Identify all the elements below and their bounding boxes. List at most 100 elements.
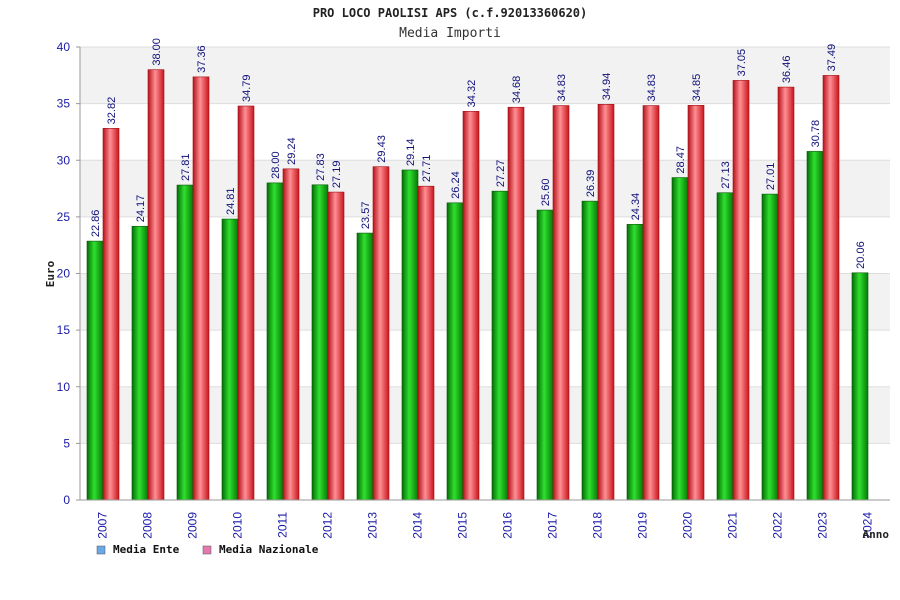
- data-label-media-nazionale-2007: 32.82: [106, 97, 118, 125]
- y-tick-label: 35: [57, 97, 71, 111]
- data-label-media-nazionale-2023: 37.49: [826, 44, 838, 72]
- bar-media-nazionale-2018: [597, 104, 615, 501]
- y-tick-label: 30: [57, 153, 71, 167]
- data-label-media-nazionale-2014: 27.71: [421, 155, 433, 183]
- data-label-media-ente-2010: 24.81: [225, 187, 237, 215]
- data-label-media-nazionale-2022: 36.46: [781, 56, 793, 84]
- y-tick-label: 15: [57, 323, 71, 337]
- data-label-media-nazionale-2019: 34.83: [646, 74, 658, 102]
- bar-media-nazionale-2007: [102, 128, 120, 501]
- bar-media-ente-2021: [716, 192, 734, 501]
- bar-media-nazionale-2011: [282, 168, 300, 501]
- plot-band: [80, 443, 890, 500]
- x-tick-label-2023: 2023: [816, 512, 830, 539]
- plot-band: [80, 386, 890, 444]
- data-label-media-ente-2021: 27.13: [720, 161, 732, 189]
- data-label-media-nazionale-2016: 34.68: [511, 76, 523, 104]
- data-label-media-ente-2012: 27.83: [315, 153, 327, 181]
- data-label-media-ente-2016: 27.27: [495, 160, 507, 188]
- y-tick-label: 5: [63, 436, 70, 450]
- x-tick-label-2022: 2022: [771, 512, 785, 539]
- data-label-media-nazionale-2018: 34.94: [601, 73, 613, 101]
- data-label-media-ente-2019: 24.34: [630, 193, 642, 221]
- data-label-media-ente-2008: 24.17: [135, 195, 147, 223]
- bar-media-nazionale-2008: [147, 69, 165, 501]
- x-tick-label-2021: 2021: [726, 512, 740, 539]
- plot-band: [80, 103, 890, 161]
- y-tick-label: 10: [57, 380, 71, 394]
- bar-media-ente-2009: [176, 184, 194, 501]
- data-label-media-nazionale-2008: 38.00: [151, 38, 163, 66]
- bar-media-ente-2007: [86, 240, 104, 501]
- data-label-media-ente-2014: 29.14: [405, 138, 417, 166]
- x-tick-label-2016: 2016: [501, 512, 515, 539]
- chart-subtitle: Media Importi: [399, 26, 501, 41]
- data-label-media-nazionale-2009: 37.36: [196, 45, 208, 73]
- bar-media-ente-2014: [401, 169, 419, 501]
- y-axis-label: Euro: [44, 260, 57, 287]
- data-label-media-ente-2017: 25.60: [540, 179, 552, 207]
- data-label-media-ente-2022: 27.01: [765, 163, 777, 191]
- bar-media-nazionale-2016: [507, 106, 525, 501]
- bar-media-ente-2013: [356, 232, 374, 501]
- x-tick-label-2015: 2015: [456, 512, 470, 539]
- x-tick-label-2010: 2010: [231, 512, 245, 539]
- x-tick-label-2014: 2014: [411, 512, 425, 539]
- x-tick-label-2012: 2012: [321, 512, 335, 539]
- bar-media-nazionale-2010: [237, 105, 255, 501]
- bar-media-nazionale-2022: [777, 86, 795, 501]
- data-label-media-ente-2018: 26.39: [585, 170, 597, 198]
- bar-media-ente-2024: [851, 272, 869, 501]
- legend-label-media-nazionale: Media Nazionale: [219, 543, 319, 556]
- x-tick-label-2008: 2008: [141, 512, 155, 539]
- bar-media-ente-2016: [491, 190, 509, 501]
- plot-band: [80, 47, 890, 104]
- data-labels: 22.86 32.82 24.17 38.00 27.81 37.36 24.81 34.79…: [90, 38, 867, 269]
- legend: Media Ente Media Nazionale: [96, 543, 319, 556]
- x-tick-label-2019: 2019: [636, 512, 650, 539]
- bar-media-ente-2023: [806, 151, 824, 501]
- data-label-media-nazionale-2013: 29.43: [376, 135, 388, 163]
- x-tick-label-2018: 2018: [591, 512, 605, 539]
- plot-band: [80, 160, 890, 217]
- axes: 0 5 10 15 20 25 30 35 40 2007 2008 2009 2010 2011 2012…: [57, 40, 890, 539]
- data-label-media-ente-2015: 26.24: [450, 171, 462, 199]
- bar-media-nazionale-2014: [417, 185, 435, 501]
- x-axis-label: Anno: [863, 528, 890, 541]
- legend-swatch-media-ente: [96, 545, 106, 555]
- bar-media-nazionale-2019: [642, 105, 660, 501]
- data-label-media-ente-2024: 20.06: [855, 241, 867, 269]
- bar-media-ente-2020: [671, 177, 689, 501]
- bar-media-ente-2019: [626, 224, 644, 501]
- bar-media-nazionale-2009: [192, 76, 210, 501]
- legend-label-media-ente: Media Ente: [113, 543, 180, 556]
- data-label-media-nazionale-2011: 29.24: [286, 137, 298, 165]
- bar-media-ente-2011: [266, 182, 284, 501]
- x-tick-label-2007: 2007: [96, 512, 110, 539]
- y-tick-label: 25: [57, 210, 71, 224]
- y-tick-label: 0: [63, 493, 70, 507]
- bar-media-ente-2017: [536, 209, 554, 501]
- plot-band: [80, 273, 890, 331]
- data-label-media-ente-2023: 30.78: [810, 120, 822, 148]
- data-label-media-nazionale-2021: 37.05: [736, 49, 748, 77]
- bar-media-nazionale-2021: [732, 80, 750, 501]
- legend-swatch-media-nazionale: [202, 545, 212, 555]
- data-label-media-nazionale-2020: 34.85: [691, 74, 703, 102]
- bar-media-nazionale-2023: [822, 75, 840, 501]
- bar-media-nazionale-2013: [372, 166, 390, 501]
- y-tick-label: 20: [57, 267, 71, 281]
- bar-media-ente-2008: [131, 225, 149, 501]
- data-label-media-ente-2009: 27.81: [180, 154, 192, 182]
- data-label-media-ente-2007: 22.86: [90, 210, 102, 238]
- chart-title: PRO LOCO PAOLISI APS (c.f.92013360620): [313, 6, 588, 20]
- plot-band: [80, 330, 890, 387]
- y-tick-label: 40: [57, 40, 71, 54]
- bar-media-ente-2015: [446, 202, 464, 501]
- x-tick-label-2011: 2011: [276, 512, 290, 538]
- x-tick-label-2009: 2009: [186, 512, 200, 539]
- data-label-media-ente-2011: 28.00: [270, 151, 282, 179]
- bar-media-nazionale-2017: [552, 105, 570, 501]
- bar-media-nazionale-2020: [687, 105, 705, 501]
